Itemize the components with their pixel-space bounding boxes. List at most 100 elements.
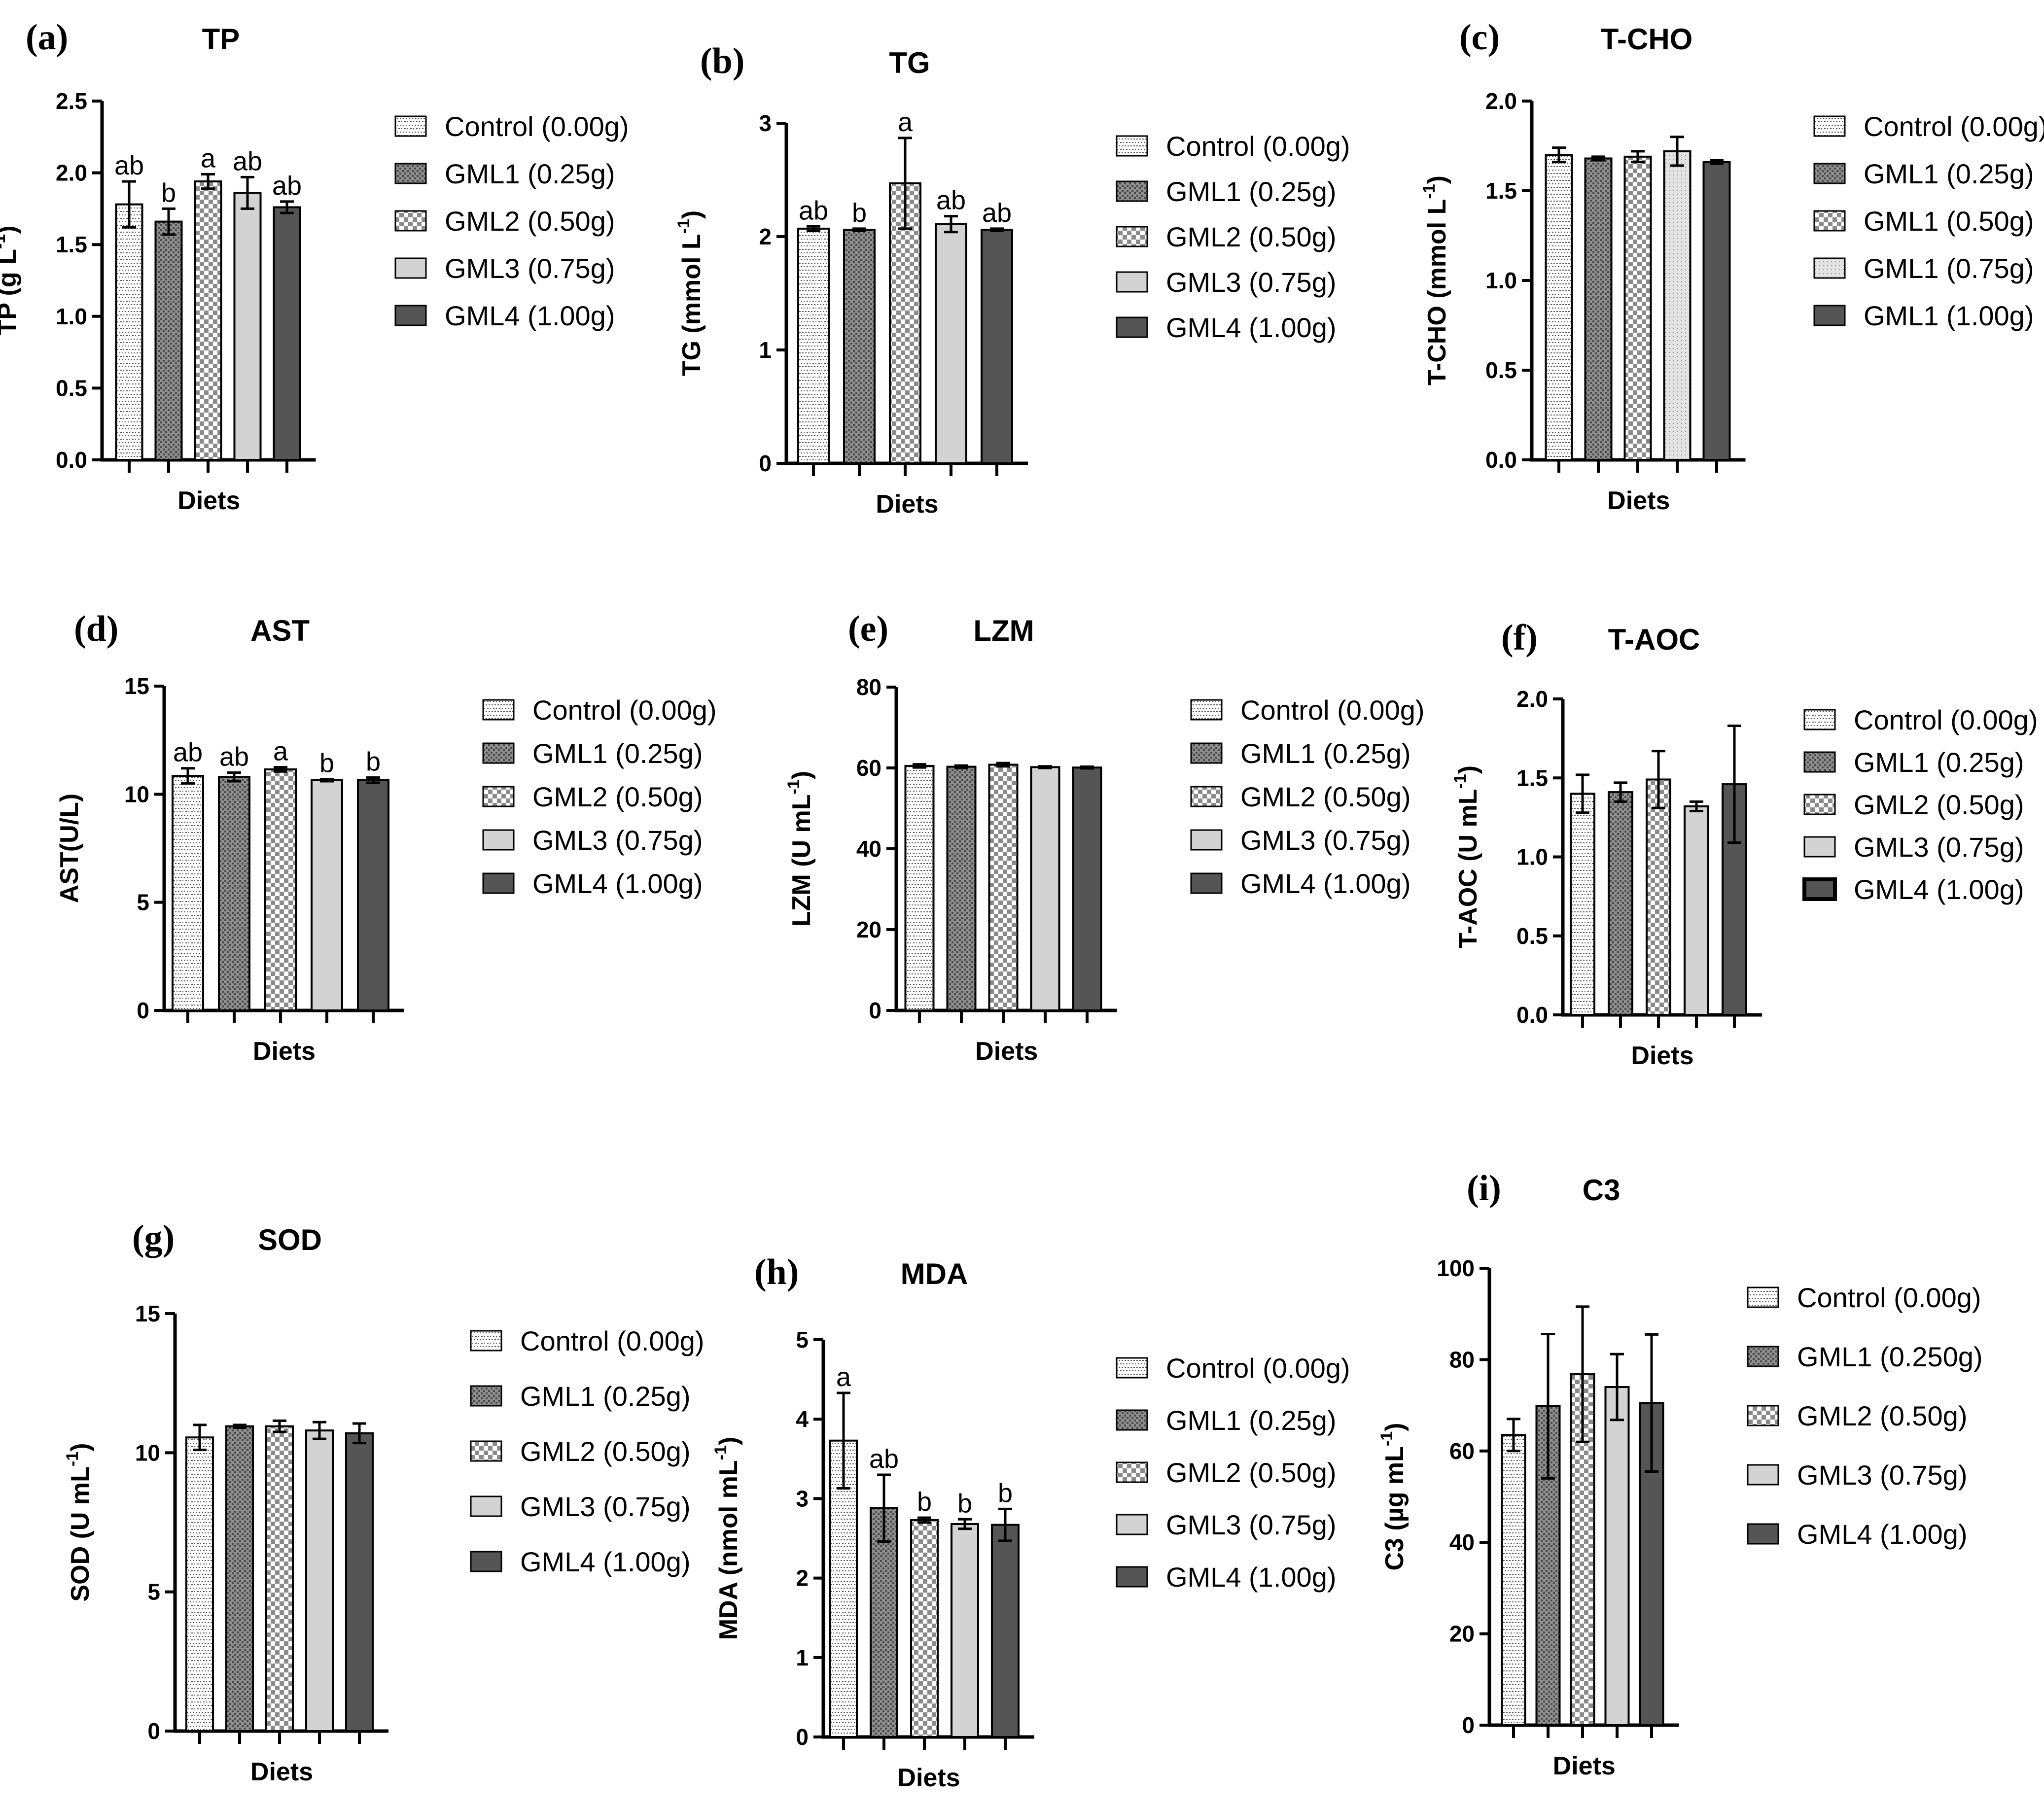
panel-letter: (b) — [700, 41, 744, 81]
bar — [1684, 805, 1709, 1016]
bar — [1545, 154, 1573, 461]
legend-swatch — [482, 829, 515, 851]
legend-swatch — [1116, 180, 1148, 202]
chart-panel-sod: (g) SOD 0 5 10 15 SOD (U mL-1) Diets Control (0.… — [63, 1218, 705, 1786]
error-bar — [917, 1516, 931, 1524]
chart-title: MDA — [901, 1257, 968, 1290]
legend-entry: GML3 (0.75g) — [1240, 825, 1411, 856]
significance-label: ab — [982, 198, 1012, 228]
x-axis-title: Diets — [1553, 1752, 1616, 1780]
y-tick-label: 20 — [856, 917, 881, 942]
y-tick-label: 5 — [147, 1579, 160, 1605]
bar — [154, 220, 183, 461]
legend-entry: GML1 (0.25g) — [1854, 747, 2024, 778]
bar — [1663, 150, 1692, 461]
error-bar — [1631, 150, 1645, 164]
legend-entry: GML1 (0.250g) — [1797, 1341, 1983, 1372]
y-tick-label: 2.0 — [1516, 686, 1548, 712]
legend-swatch — [1190, 742, 1223, 764]
y-tick-label: 1 — [759, 337, 772, 363]
bar — [194, 180, 222, 461]
legend-entry: Control (0.00g) — [1166, 131, 1350, 162]
legend-swatch — [1116, 135, 1148, 157]
error-bar — [837, 1391, 850, 1490]
significance-label: b — [917, 1487, 932, 1517]
legend-entry: GML4 (1.00g) — [1166, 312, 1337, 343]
panel-letter: (a) — [26, 17, 68, 58]
y-tick-label: 0 — [869, 998, 881, 1023]
legend-entry: GML1 (0.25g) — [1166, 176, 1337, 207]
legend-entry: GML1 (0.25g) — [532, 738, 703, 769]
legend-entry: GML1 (1.00g) — [1864, 300, 2034, 331]
bar — [951, 1523, 979, 1738]
error-bar — [1645, 1333, 1658, 1473]
significance-label: a — [836, 1362, 851, 1392]
significance-label: ab — [173, 738, 203, 767]
y-tick-label: 0.5 — [56, 375, 87, 401]
y-tick-label: 2.5 — [56, 88, 87, 114]
bar — [988, 764, 1019, 1011]
x-axis-title: Diets — [1607, 486, 1670, 515]
legend-swatch — [1747, 1405, 1779, 1426]
legend-entry: GML3 (0.75g) — [1797, 1459, 1968, 1491]
bar — [935, 223, 967, 464]
legend-swatch — [1813, 257, 1846, 279]
panels: (a)TP0.00.51.01.52.02.5TP (g L-1)Dietsab… — [0, 17, 2044, 1792]
error-bar — [944, 215, 958, 234]
significance-label: ab — [114, 151, 144, 180]
bar — [904, 764, 935, 1012]
y-axis-title: TP (g L-1) — [0, 226, 22, 336]
error-bar — [996, 762, 1010, 768]
y-tick-label: 3 — [759, 110, 772, 136]
y-tick-label: 100 — [1437, 1255, 1475, 1281]
bar — [1584, 157, 1613, 461]
bar — [115, 203, 143, 461]
y-tick-label: 15 — [135, 1301, 160, 1326]
error-bar — [162, 207, 176, 236]
error-bar — [1576, 773, 1589, 814]
bar — [946, 765, 977, 1012]
error-bar — [877, 1473, 891, 1543]
legend-entry: GML4 (1.00g) — [1854, 874, 2024, 905]
legend-entry: GML2 (0.50g) — [1166, 221, 1337, 252]
y-tick-label: 80 — [1449, 1347, 1475, 1372]
error-bar — [1507, 1418, 1520, 1453]
chart-panel-c3: (i) C3 0 20 40 60 80 100 C3 (µg mL-1) Diets Contro… — [1377, 1168, 1983, 1780]
chart-title: TG — [889, 46, 930, 79]
legend-swatch — [470, 1495, 502, 1517]
bar — [1604, 1386, 1630, 1726]
error-bar — [320, 778, 334, 783]
legend-swatch — [1813, 210, 1846, 232]
legend-swatch — [470, 1385, 502, 1407]
legend-swatch — [1190, 699, 1223, 721]
y-tick-label: 1.0 — [1485, 268, 1517, 293]
panel-letter: (d) — [74, 609, 118, 649]
legend-entry: Control (0.00g) — [1854, 704, 2038, 735]
y-tick-label: 0.5 — [1485, 357, 1517, 383]
legend-entry: Control (0.00g) — [1240, 694, 1425, 726]
error-bar — [1652, 750, 1665, 809]
bar — [311, 779, 343, 1011]
y-tick-label: 0 — [796, 1724, 809, 1750]
panel-letter: (h) — [754, 1252, 799, 1292]
legend-entry: Control (0.00g) — [520, 1325, 705, 1356]
x-axis-title: Diets — [1631, 1041, 1693, 1070]
y-axis-title: SOD (U mL-1) — [63, 1443, 95, 1601]
y-axis-title: TG (mmol L-1) — [674, 210, 706, 376]
legend-entry: GML3 (0.75g) — [445, 253, 615, 284]
chart-title: LZM — [973, 614, 1034, 647]
legend-entry: GML2 (0.50g) — [445, 206, 615, 237]
x-axis-title: Diets — [975, 1037, 1038, 1066]
legend-swatch — [1116, 316, 1148, 338]
legend-entry: Control (0.00g) — [1166, 1353, 1350, 1384]
chart-title: T-CHO — [1601, 23, 1693, 56]
legend-entry: GML1 (0.75g) — [1864, 253, 2034, 284]
x-axis-title: Diets — [177, 486, 240, 515]
bar — [264, 768, 297, 1012]
y-tick-label: 1.5 — [1516, 765, 1548, 791]
error-bar — [1576, 1305, 1589, 1443]
bar — [273, 206, 301, 461]
legend-swatch — [1813, 163, 1846, 184]
error-bar — [958, 1518, 972, 1530]
